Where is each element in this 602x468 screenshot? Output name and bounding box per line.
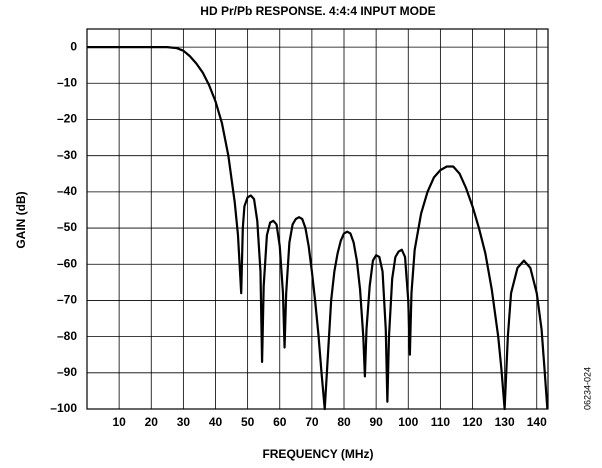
x-tick-label: 90 <box>369 415 383 429</box>
y-tick-label: –20 <box>57 112 77 126</box>
y-tick-label: 0 <box>70 39 77 53</box>
x-tick-label: 80 <box>337 415 351 429</box>
chart-title: HD Pr/Pb RESPONSE. 4:4:4 INPUT MODE <box>200 4 435 18</box>
x-tick-label: 140 <box>527 415 547 429</box>
y-tick-label: –50 <box>57 220 77 234</box>
y-axis-label: GAIN (dB) <box>14 191 28 248</box>
y-tick-label: –30 <box>57 148 77 162</box>
plot-frame <box>86 28 549 410</box>
x-tick-label: 30 <box>177 415 191 429</box>
x-tick-label: 60 <box>273 415 287 429</box>
x-tick-label: 40 <box>209 415 223 429</box>
x-tick-label: 50 <box>241 415 255 429</box>
x-tick-label: 20 <box>145 415 159 429</box>
x-tick-label: 70 <box>305 415 319 429</box>
figure-id: 06234-024 <box>582 367 592 410</box>
x-tick-label: 110 <box>431 415 451 429</box>
x-tick-label: 130 <box>495 415 515 429</box>
y-tick-label: –70 <box>57 293 77 307</box>
x-axis-label: FREQUENCY (MHz) <box>262 447 373 461</box>
x-tick-label: 100 <box>398 415 418 429</box>
y-tick-label: –90 <box>57 365 77 379</box>
x-tick-label: 120 <box>462 415 482 429</box>
y-tick-label: –60 <box>57 256 77 270</box>
y-tick-label: –40 <box>57 184 77 198</box>
x-tick-label: 10 <box>112 415 126 429</box>
response-line <box>87 46 549 411</box>
y-tick-label: –80 <box>57 329 77 343</box>
y-tick-label: –10 <box>57 75 77 89</box>
y-tick-label: –100 <box>50 401 77 415</box>
